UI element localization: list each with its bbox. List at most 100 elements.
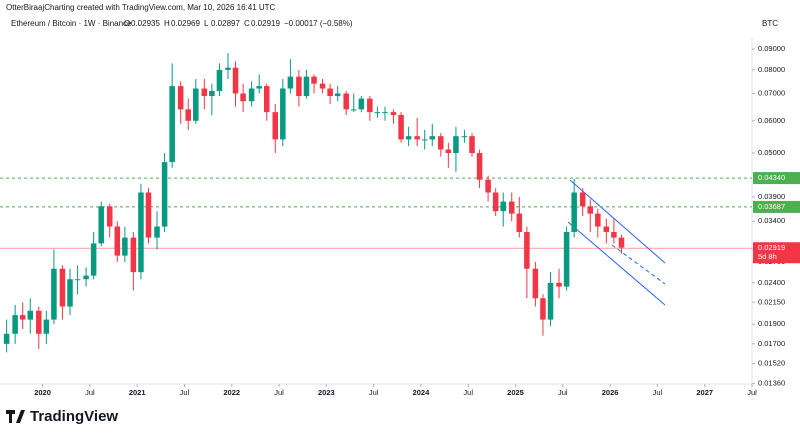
candle-body <box>374 112 381 114</box>
credit: OtterBiraajCharting created with Trading… <box>6 3 276 12</box>
candle-body <box>43 319 50 334</box>
candle-body <box>327 88 333 97</box>
logo: TradingView <box>6 408 118 425</box>
candle-body <box>532 268 539 299</box>
currency: BTC <box>762 19 778 28</box>
candle-body <box>3 333 10 344</box>
candle-body <box>232 67 239 94</box>
channel-line <box>567 221 666 306</box>
x-tick-label: 2026 <box>602 388 619 397</box>
x-tick-label: 2025 <box>507 388 524 397</box>
candle-body <box>193 88 199 121</box>
y-tick-label: 0.01360 <box>758 378 785 387</box>
candle-body <box>461 136 468 138</box>
candle-body <box>595 213 601 227</box>
candle-body <box>405 136 412 140</box>
candle-body <box>445 149 452 154</box>
candle-body <box>524 231 530 269</box>
y-tick-label: 0.08000 <box>758 65 785 74</box>
candle-body <box>130 237 137 273</box>
candle-body <box>540 298 546 320</box>
y-tick-label: 0.07000 <box>758 88 785 97</box>
candle-body <box>469 136 475 154</box>
x-tick-label: Jul <box>747 388 757 397</box>
ohlc-label: C <box>244 19 250 28</box>
x-tick-label: 2020 <box>34 388 51 397</box>
candle-body <box>51 268 57 320</box>
ohlc-label: H <box>164 19 170 28</box>
channel-line <box>569 179 666 264</box>
candle-body <box>19 315 26 320</box>
candle-body <box>547 282 554 320</box>
candle-body <box>263 86 270 113</box>
candle-body <box>67 279 73 307</box>
candle-body <box>27 310 34 320</box>
price-label-box <box>753 172 800 185</box>
y-tick-label: 0.09000 <box>758 44 785 53</box>
candle-body <box>248 88 255 102</box>
candle-body <box>12 315 18 334</box>
candle-body <box>414 136 420 140</box>
candle-body <box>114 226 121 256</box>
last-price-box <box>753 242 800 264</box>
candle-body <box>169 86 175 163</box>
x-tick-label: Jul <box>180 388 190 397</box>
candle-body <box>358 98 365 110</box>
ohlc-value: 0.02919 <box>251 19 280 28</box>
y-tick-label: 0.02150 <box>758 297 785 306</box>
ohlc-value: 0.02969 <box>171 19 200 28</box>
x-tick-label: 2027 <box>696 388 713 397</box>
x-tick-label: 2021 <box>129 388 146 397</box>
y-tick-label: 0.01700 <box>758 339 785 348</box>
candle-body <box>216 69 223 91</box>
candle-body <box>579 192 586 207</box>
candle-body <box>429 136 436 140</box>
countdown: 5d 8h <box>758 252 777 261</box>
candle-body <box>154 226 160 238</box>
candle-body <box>351 109 357 111</box>
candle-body <box>611 231 617 238</box>
candle-body <box>90 243 97 276</box>
channel <box>567 179 666 306</box>
x-tick-label: Jul <box>274 388 284 397</box>
x-tick-label: 2024 <box>413 388 431 397</box>
candle-body <box>556 282 562 287</box>
candle-body <box>209 90 215 97</box>
y-tick-label: 0.02400 <box>758 278 785 287</box>
candle-body <box>83 275 89 280</box>
candle-body <box>185 109 191 121</box>
x-tick-label: 2023 <box>318 388 335 397</box>
ohlc-label: O <box>124 19 130 28</box>
candle-body <box>587 206 594 214</box>
candle-body <box>296 76 302 97</box>
candle-body <box>398 114 404 140</box>
y-tick-label: 0.03900 <box>758 192 785 201</box>
x-tick-label: 2022 <box>223 388 240 397</box>
y-tick-label: 0.03400 <box>758 216 785 225</box>
candle-body <box>500 201 506 212</box>
ohlc-value: 0.02897 <box>211 19 240 28</box>
price-label: 0.04340 <box>758 173 785 182</box>
price-label-box <box>753 200 800 213</box>
y-tick-label: 0.01520 <box>758 359 785 368</box>
x-tick-label: Jul <box>85 388 95 397</box>
candle-body <box>485 179 491 193</box>
candle-body <box>319 83 326 89</box>
candle-body <box>382 112 388 114</box>
candle-body <box>492 192 499 212</box>
candle-body <box>367 98 373 113</box>
last-price-label: 0.02919 <box>758 243 785 252</box>
candle-body <box>311 76 317 84</box>
candle-body <box>74 279 81 281</box>
price-label: 0.03687 <box>758 202 785 211</box>
candle-body <box>225 67 231 70</box>
candle-body <box>390 112 397 115</box>
x-tick-label: Jul <box>369 388 379 397</box>
candle-body <box>36 310 42 334</box>
candle-body <box>280 88 286 140</box>
candle-body <box>516 213 523 232</box>
y-tick-label: 0.01900 <box>758 319 785 328</box>
candle-body <box>287 76 294 89</box>
candle-body <box>476 153 483 180</box>
